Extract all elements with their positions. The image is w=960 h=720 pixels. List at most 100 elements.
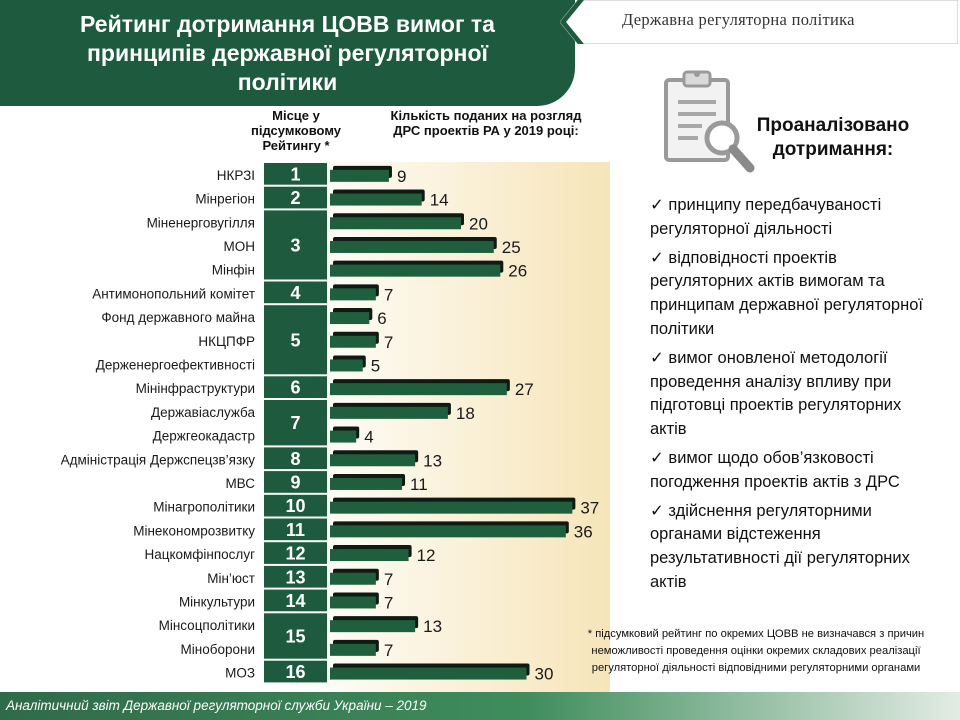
- footnote: * підсумковий рейтинг по окремих ЦОВВ не…: [587, 628, 925, 674]
- category-label: Мінекономрозвитку: [133, 523, 255, 538]
- bar: [330, 430, 357, 443]
- bar: [330, 667, 527, 680]
- category-label: МОЗ: [225, 666, 255, 681]
- bar-value-label: 37: [580, 499, 599, 518]
- category-label: Міноборони: [181, 642, 255, 657]
- category-label: Нацкомфінпослуг: [144, 547, 255, 562]
- check-icon: ✓: [650, 501, 669, 520]
- bar: [330, 335, 376, 348]
- category-label: Антимонопольний комітет: [92, 286, 255, 301]
- title-banner: Рейтинг дотримання ЦОВВ вимог та принцип…: [0, 0, 575, 106]
- bar-value-label: 30: [535, 665, 554, 684]
- rank-label: 13: [285, 567, 305, 587]
- section-tab-shape: [560, 0, 958, 44]
- rank-cell: [264, 589, 327, 612]
- bar: [330, 264, 501, 277]
- check-icon: ✓: [650, 248, 669, 267]
- bar-value-label: 27: [515, 380, 534, 399]
- rank-cell: [264, 494, 327, 517]
- rank-column-header: Місце у підсумковому Рейтингу *: [251, 108, 341, 153]
- check-icon: ✓: [650, 196, 669, 214]
- bar: [330, 312, 370, 325]
- analysis-item: ✓ принципу передбачуваності регуляторної…: [650, 194, 942, 242]
- bar: [330, 549, 409, 562]
- bar-value-label: 14: [430, 191, 449, 210]
- rank-cell: [264, 660, 327, 683]
- category-label: Мінрегіон: [195, 192, 255, 207]
- bar: [330, 572, 376, 585]
- rank-label: 6: [290, 378, 300, 398]
- footer-text: Аналітичний звіт Державної регуляторної …: [6, 698, 427, 713]
- rank-label: 5: [290, 330, 300, 350]
- rank-label: 3: [290, 235, 300, 255]
- bar-value-label: 7: [384, 570, 393, 589]
- bar-value-label: 4: [364, 428, 373, 447]
- analysis-item-text: здійснення регуляторними органами відсте…: [650, 501, 910, 591]
- category-label: Адміністрація Держспецзв’язку: [61, 452, 256, 467]
- rank-label: 2: [290, 188, 300, 208]
- page-title: Рейтинг дотримання ЦОВВ вимог та принцип…: [80, 10, 495, 95]
- rank-cell: [264, 400, 327, 446]
- category-label: Міненерговугілля: [147, 215, 255, 230]
- category-label: НКЦПФР: [198, 334, 255, 349]
- rank-cell: [264, 186, 327, 209]
- bar: [330, 643, 376, 656]
- bar-value-label: 25: [502, 238, 521, 257]
- category-label: МВС: [225, 476, 255, 491]
- bar: [330, 169, 389, 182]
- bar-value-label: 36: [574, 522, 593, 541]
- bar: [330, 193, 422, 206]
- category-label: МОН: [224, 239, 256, 254]
- bar: [330, 454, 416, 467]
- rank-label: 12: [285, 544, 305, 564]
- rank-label: 15: [285, 627, 305, 647]
- rank-cell: [264, 281, 327, 304]
- bar-value-label: 13: [423, 451, 442, 470]
- category-label: Мінсоцполітики: [159, 618, 255, 633]
- category-label: Мінагрополітики: [153, 500, 255, 515]
- bar-value-label: 12: [417, 546, 436, 565]
- rank-cell: [264, 447, 327, 470]
- section-tab: Державна регуляторна політика: [560, 0, 958, 44]
- rank-label: 11: [286, 520, 305, 540]
- bar-value-label: 11: [410, 475, 428, 494]
- bar-value-label: 7: [384, 285, 393, 304]
- rank-cell: [264, 542, 327, 564]
- bar: [330, 525, 566, 538]
- rank-label: 14: [285, 591, 305, 611]
- bar-value-label: 18: [456, 404, 475, 423]
- rank-cell: [264, 565, 327, 588]
- bar-value-label: 26: [508, 262, 527, 281]
- rank-label: 8: [290, 449, 300, 469]
- analysis-item-text: вимог оновленої методології проведення а…: [650, 348, 902, 439]
- rank-cell: [264, 471, 327, 493]
- category-label: Мінінфраструктури: [136, 381, 255, 396]
- analysis-item: ✓ вимог оновленої методології проведення…: [650, 347, 942, 442]
- category-label: Державіаслужба: [151, 405, 256, 420]
- bar-value-label: 7: [384, 641, 393, 660]
- clipboard-magnifier-icon: [662, 66, 758, 183]
- bar: [330, 620, 416, 633]
- category-label: Мінкультури: [179, 594, 255, 609]
- bar-value-label: 7: [384, 333, 393, 352]
- rank-cell: [264, 518, 327, 541]
- category-label: Мінфін: [212, 263, 255, 278]
- analysis-item: ✓ вимог щодо обов’язковості погодження п…: [650, 447, 942, 495]
- analysis-item: ✓ відповідності проектів регуляторних ак…: [650, 247, 942, 342]
- category-label: Держенергоефективності: [96, 357, 255, 372]
- rank-cell: [264, 210, 327, 280]
- rank-cell: [264, 305, 327, 375]
- bar-value-label: 7: [384, 593, 393, 612]
- rank-cell: [264, 163, 327, 185]
- rank-label: 4: [290, 283, 300, 303]
- rank-cell: [264, 376, 327, 398]
- bar-value-label: 20: [469, 214, 488, 233]
- bar: [330, 240, 494, 253]
- analysis-item-text: принципу передбачуваності регуляторної д…: [650, 196, 882, 238]
- bar: [330, 406, 448, 419]
- category-label: НКРЗІ: [217, 168, 255, 183]
- rank-cell: [264, 613, 327, 659]
- category-label: Мін’юст: [207, 571, 255, 586]
- check-icon: ✓: [650, 448, 669, 467]
